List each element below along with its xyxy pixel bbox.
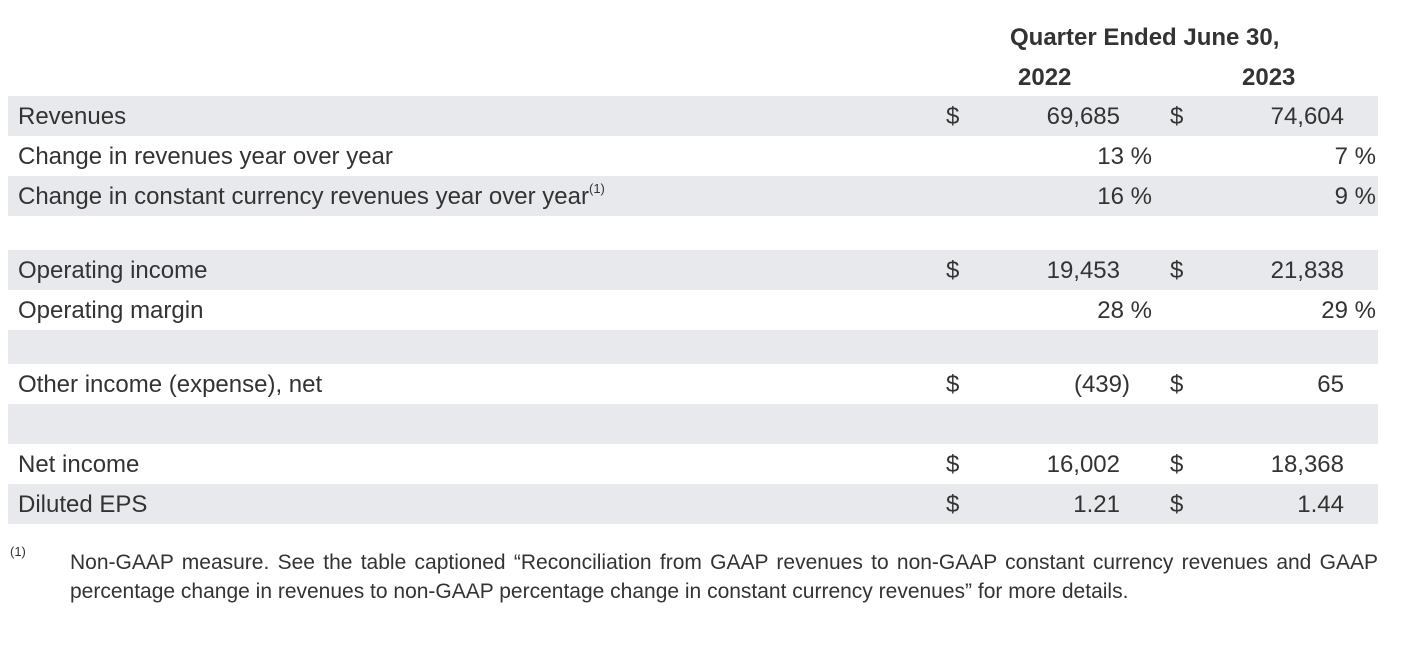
table-row-other-income: Other income (expense), net $ (439) $ 65 (8, 364, 1378, 404)
value-2022: 28 % (1097, 297, 1152, 324)
currency-symbol: $ (946, 491, 960, 518)
value-2022: 13 % (1097, 143, 1152, 170)
column-header-2023: 2023 (1242, 64, 1296, 91)
currency-symbol: $ (1170, 103, 1184, 130)
row-label-text: Change in constant currency revenues yea… (18, 183, 589, 210)
table-row-diluted-eps: Diluted EPS $ 1.21 $ 1.44 (8, 484, 1378, 524)
currency-symbol: $ (946, 451, 960, 478)
currency-symbol: $ (1170, 491, 1184, 518)
currency-symbol: $ (1170, 257, 1184, 284)
value-2022: 69,685 (1046, 103, 1120, 130)
value-2023: 7 % (1334, 143, 1376, 170)
value-2022: (439) (1073, 371, 1130, 398)
footnote-marker: (1) (10, 544, 26, 559)
value-2022: 19,453 (1046, 257, 1120, 284)
footnote-text: Non-GAAP measure. See the table captione… (70, 551, 1378, 603)
table-row-revenue-change: Change in revenues year over year 13 % 7… (8, 136, 1378, 176)
currency-symbol: $ (1170, 371, 1184, 398)
row-label: Change in revenues year over year (18, 143, 393, 170)
column-header-2022: 2022 (1018, 64, 1072, 91)
column-group-header: Quarter Ended June 30, (1010, 24, 1280, 51)
row-label: Revenues (18, 103, 127, 130)
table-row-operating-margin: Operating margin 28 % 29 % (8, 290, 1378, 330)
currency-symbol: $ (1170, 451, 1184, 478)
value-2022: 1.21 (1073, 491, 1120, 518)
table-spacer-row (8, 404, 1378, 444)
footnote-ref: (1) (588, 181, 605, 196)
table-row-net-income: Net income $ 16,002 $ 18,368 (8, 444, 1378, 484)
value-2023: 74,604 (1270, 103, 1344, 130)
row-label: Operating income (18, 257, 208, 284)
value-2023: 9 % (1334, 183, 1376, 210)
value-2023: 65 (1317, 371, 1344, 398)
currency-symbol: $ (946, 103, 960, 130)
currency-symbol: $ (946, 371, 960, 398)
row-label: Net income (18, 451, 140, 478)
value-2022: 16 % (1097, 183, 1152, 210)
currency-symbol: $ (946, 257, 960, 284)
table-row-constant-currency-change: Change in constant currency revenues yea… (8, 176, 1378, 216)
table-row-operating-income: Operating income $ 19,453 $ 21,838 (8, 250, 1378, 290)
value-2023: 1.44 (1297, 491, 1344, 518)
row-label: Diluted EPS (18, 491, 148, 518)
row-label: Change in constant currency revenues yea… (18, 181, 605, 211)
row-label: Operating margin (18, 297, 204, 324)
row-label: Other income (expense), net (18, 371, 323, 398)
table-row-revenues: Revenues $ 69,685 $ 74,604 (8, 96, 1378, 136)
value-2023: 29 % (1321, 297, 1376, 324)
value-2022: 16,002 (1046, 451, 1120, 478)
value-2023: 21,838 (1270, 257, 1344, 284)
value-2023: 18,368 (1270, 451, 1344, 478)
table-spacer-row (8, 330, 1378, 364)
